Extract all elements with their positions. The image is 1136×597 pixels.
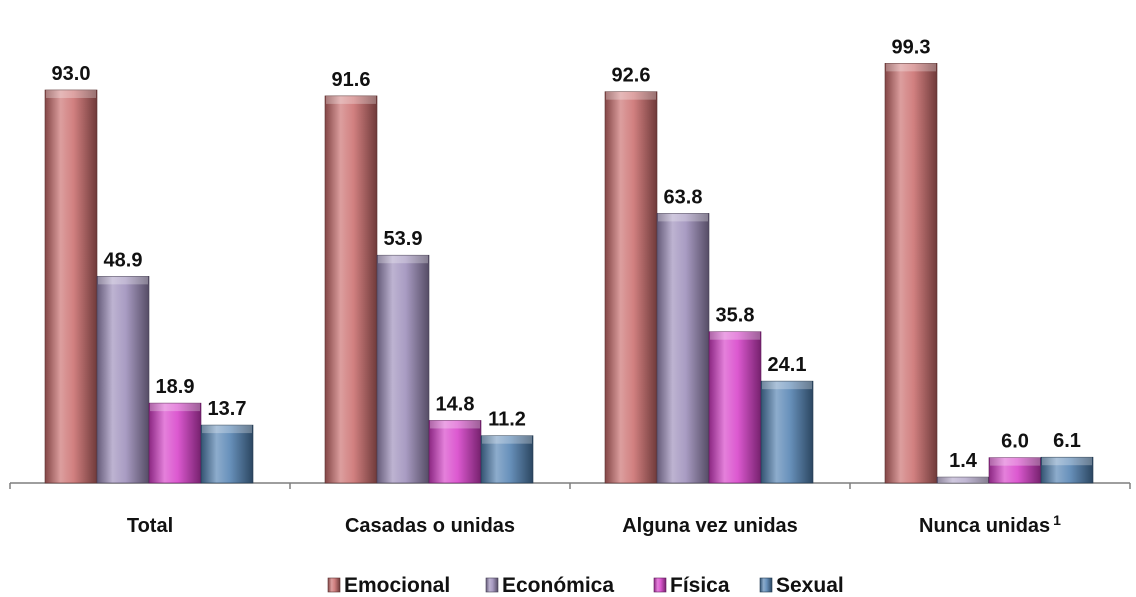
category-label-alguna-vez-unidas: Alguna vez unidas: [622, 515, 798, 537]
bar-highlight: [762, 381, 812, 390]
value-label-fisica-total: 18.9: [156, 376, 195, 398]
bar-emocional-nunca-unidas: [884, 63, 938, 484]
bar-emocional-alguna-vez-unidas: [604, 91, 658, 484]
bar-highlight: [378, 255, 428, 264]
value-label-fisica-casadas-o-unidas: 14.8: [436, 393, 475, 415]
bar-fisica-nunca-unidas: [988, 457, 1042, 484]
bar-highlight: [606, 91, 656, 100]
legend-swatch-emocional: [327, 577, 341, 593]
value-label-emocional-total: 93.0: [52, 63, 91, 85]
bar-highlight: [886, 63, 936, 72]
value-label-sexual-casadas-o-unidas: 11.2: [488, 409, 526, 431]
x-axis: [9, 482, 1131, 489]
bar-highlight: [202, 425, 252, 434]
bar-highlight: [1042, 457, 1092, 466]
bar-economica-alguna-vez-unidas: [656, 213, 710, 484]
bar-emocional-total: [44, 89, 98, 484]
bar-highlight: [430, 420, 480, 429]
category-label-total: Total: [127, 515, 173, 537]
value-label-economica-casadas-o-unidas: 53.9: [384, 228, 423, 250]
bar-highlight: [326, 95, 376, 104]
value-label-emocional-alguna-vez-unidas: 92.6: [612, 65, 651, 87]
bar-fisica-total: [148, 402, 202, 484]
legend-label-economica: Económica: [502, 574, 614, 597]
bar-economica-casadas-o-unidas: [376, 254, 430, 484]
bar-highlight: [482, 435, 532, 444]
bar-fisica-casadas-o-unidas: [428, 420, 482, 484]
legend-label-sexual: Sexual: [776, 574, 844, 597]
bars-group: [44, 63, 1094, 484]
bar-fisica-alguna-vez-unidas: [708, 331, 762, 484]
value-label-fisica-nunca-unidas: 6.0: [1001, 431, 1029, 453]
bar-highlight: [990, 457, 1040, 466]
legend-swatch-economica: [485, 577, 499, 593]
bar-economica-total: [96, 276, 150, 484]
category-label-nunca-unidas: Nunca unidas 1: [919, 512, 1061, 537]
value-labels-group: 93.0 48.9 18.9 13.7 91.6 53.9 14.8 11.2 92.6 63.8…: [52, 36, 1081, 472]
bar-emocional-casadas-o-unidas: [324, 95, 378, 484]
value-label-emocional-nunca-unidas: 99.3: [892, 36, 931, 58]
legend-label-fisica: Física: [670, 574, 730, 597]
value-label-economica-nunca-unidas: 1.4: [949, 450, 978, 472]
category-label-casadas-o-unidas: Casadas o unidas: [345, 515, 515, 537]
category-footnote-marker: 1: [1053, 512, 1061, 528]
bar-highlight: [98, 276, 148, 285]
value-label-economica-total: 48.9: [104, 249, 143, 271]
bar-sexual-alguna-vez-unidas: [760, 380, 814, 484]
bar-highlight: [938, 477, 988, 483]
bar-highlight: [710, 331, 760, 340]
value-label-economica-alguna-vez-unidas: 63.8: [664, 186, 703, 208]
value-label-sexual-total: 13.7: [208, 398, 247, 420]
legend: Emocional Económica Física Sexual: [327, 574, 844, 597]
value-label-sexual-nunca-unidas: 6.1: [1053, 430, 1081, 452]
bar-sexual-total: [200, 424, 254, 484]
value-label-fisica-alguna-vez-unidas: 35.8: [716, 305, 755, 327]
legend-swatch-sexual: [759, 577, 773, 593]
bar-highlight: [46, 89, 96, 98]
category-labels-group: Total Casadas o unidas Alguna vez unidas Nu…: [127, 512, 1061, 537]
bar-highlight: [658, 213, 708, 222]
legend-swatch-fisica: [653, 577, 667, 593]
bar-sexual-nunca-unidas: [1040, 456, 1094, 484]
legend-label-emocional: Emocional: [344, 574, 450, 597]
value-label-emocional-casadas-o-unidas: 91.6: [332, 69, 371, 91]
value-label-sexual-alguna-vez-unidas: 24.1: [768, 354, 807, 376]
bar-highlight: [150, 403, 200, 412]
bar-sexual-casadas-o-unidas: [480, 435, 534, 484]
